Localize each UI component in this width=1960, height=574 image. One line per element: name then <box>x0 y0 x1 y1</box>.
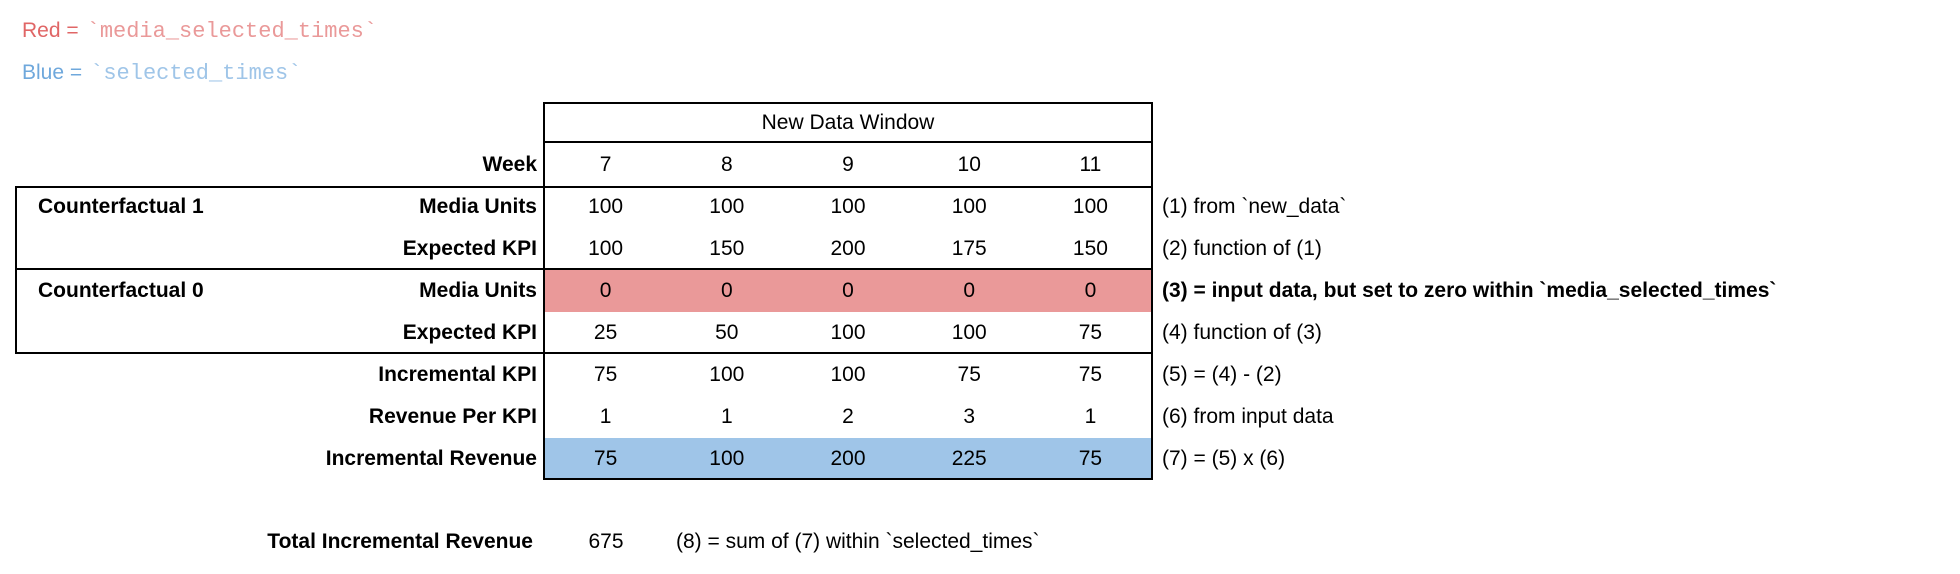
value-cell: 100 <box>709 363 745 386</box>
value-cell: 100 <box>588 237 624 260</box>
week-value: 7 <box>599 152 612 176</box>
row-values: 0 0 0 0 0 <box>545 270 1151 312</box>
row-values: 25 50 100 100 75 <box>545 312 1151 354</box>
total-label: Total Incremental Revenue <box>267 530 533 553</box>
new-data-window-title: New Data Window <box>761 110 935 134</box>
row-values: 1 1 2 3 1 <box>545 396 1151 438</box>
value-cell: 200 <box>830 237 866 260</box>
value-cell: 50 <box>715 321 739 344</box>
value-cell: 0 <box>720 279 733 302</box>
row-incremental-kpi: Incremental KPI 75 100 100 75 75 (5) = (… <box>0 354 1960 396</box>
row-revenue-per-kpi: Revenue Per KPI 1 1 2 3 1 (6) from input… <box>0 396 1960 438</box>
value-cell: 100 <box>830 363 866 386</box>
week-value: 9 <box>842 152 854 176</box>
total-row: Total Incremental Revenue 675 (8) = sum … <box>0 521 1960 563</box>
week-value: 10 <box>957 152 981 176</box>
value-cell: 75 <box>1078 363 1103 386</box>
week-value: 8 <box>720 152 733 176</box>
row-values: 100 100 100 100 100 <box>545 186 1151 228</box>
group-label: Counterfactual 1 <box>38 195 204 218</box>
value-cell: 100 <box>709 447 745 470</box>
week-label: Week <box>482 152 537 176</box>
legend-red-code: `media_selected_times` <box>86 18 378 44</box>
value-cell: 0 <box>963 279 976 302</box>
value-cell: 1 <box>720 405 733 428</box>
row-cf1-media-units: Counterfactual 1 Media Units 100 100 100… <box>0 186 1960 228</box>
legend-blue-label: Blue = <box>22 61 83 84</box>
value-cell: 0 <box>842 279 854 302</box>
row-incremental-revenue: Incremental Revenue 75 100 200 225 75 (7… <box>0 438 1960 480</box>
row-values: 100 150 200 175 150 <box>545 228 1151 270</box>
value-cell: 75 <box>1078 447 1103 470</box>
legend-red-label: Red = <box>22 19 79 42</box>
group-label: Counterfactual 0 <box>38 279 204 302</box>
value-cell: 175 <box>951 237 987 260</box>
row-note: (3) = input data, but set to zero within… <box>1162 279 1777 302</box>
value-cell: 225 <box>951 447 987 470</box>
legend-blue-code: `selected_times` <box>90 60 302 86</box>
week-value: 11 <box>1079 152 1102 176</box>
value-cell: 75 <box>957 363 981 386</box>
selected-times-highlight <box>545 438 1151 478</box>
value-cell: 2 <box>842 405 854 428</box>
row-note: (2) function of (1) <box>1162 237 1322 260</box>
row-note: (4) function of (3) <box>1162 321 1322 344</box>
row-label: Incremental Revenue <box>325 447 537 470</box>
row-cf1-expected-kpi: Expected KPI 100 150 200 175 150 (2) fun… <box>0 228 1960 270</box>
row-label: Media Units <box>419 279 537 302</box>
value-cell: 25 <box>593 321 618 344</box>
row-note: (1) from `new_data` <box>1162 195 1347 218</box>
value-cell: 1 <box>1084 405 1097 428</box>
value-cell: 100 <box>588 195 624 218</box>
legend-blue-line: Blue = `selected_times` <box>22 58 301 88</box>
value-cell: 0 <box>1084 279 1097 302</box>
row-label: Revenue Per KPI <box>368 405 537 428</box>
row-label: Expected KPI <box>402 237 537 260</box>
value-cell: 200 <box>830 447 866 470</box>
value-cell: 1 <box>599 405 612 428</box>
legend-red-line: Red = `media_selected_times` <box>22 16 377 46</box>
value-cell: 75 <box>593 447 618 470</box>
row-values: 75 100 100 75 75 <box>545 354 1151 396</box>
media-selected-times-highlight <box>545 270 1151 312</box>
row-note: (5) = (4) - (2) <box>1162 363 1282 386</box>
total-note: (8) = sum of (7) within `selected_times` <box>676 530 1040 553</box>
total-value: 675 <box>588 530 624 553</box>
row-note: (7) = (5) x (6) <box>1162 447 1286 470</box>
row-label: Media Units <box>419 195 537 218</box>
value-cell: 75 <box>1078 321 1103 344</box>
value-cell: 100 <box>830 321 866 344</box>
value-cell: 100 <box>830 195 866 218</box>
row-values: 75 100 200 225 75 <box>545 438 1151 480</box>
value-cell: 100 <box>709 195 745 218</box>
week-header-row: Week 7 8 9 10 11 <box>0 143 1960 186</box>
value-cell: 75 <box>593 363 618 386</box>
row-label: Expected KPI <box>402 321 537 344</box>
value-cell: 3 <box>963 405 976 428</box>
row-cf0-expected-kpi: Expected KPI 25 50 100 100 75 (4) functi… <box>0 312 1960 354</box>
row-note: (6) from input data <box>1162 405 1334 428</box>
new-data-window-header: New Data Window <box>543 102 1153 143</box>
row-cf0-media-units: Counterfactual 0 Media Units 0 0 0 0 0 (… <box>0 270 1960 312</box>
week-numbers: 7 8 9 10 11 <box>545 143 1151 186</box>
value-cell: 0 <box>599 279 612 302</box>
value-cell: 100 <box>951 321 987 344</box>
value-cell: 150 <box>1072 237 1108 260</box>
value-cell: 100 <box>1072 195 1108 218</box>
row-label: Incremental KPI <box>378 363 537 386</box>
value-cell: 100 <box>951 195 987 218</box>
value-cell: 150 <box>709 237 745 260</box>
